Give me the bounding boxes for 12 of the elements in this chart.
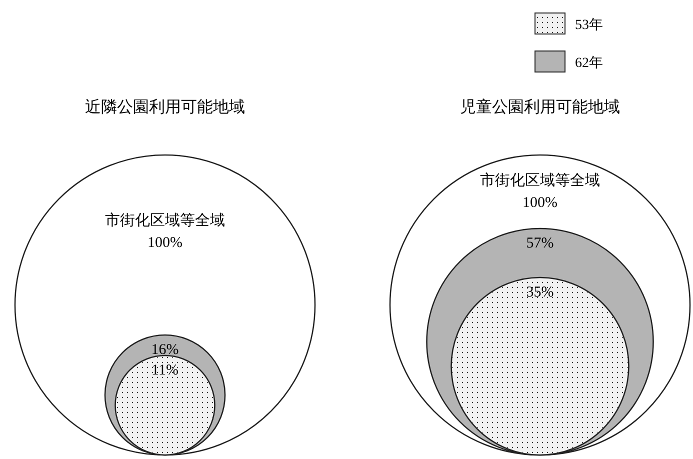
category-label: 近隣公園利用可能地域 [85, 98, 245, 116]
legend-label: 53年 [575, 17, 603, 33]
data-label: 16% [151, 342, 179, 358]
legend-label: 62年 [575, 55, 603, 71]
data-label: 100% [522, 195, 558, 211]
text: 市街化区域等全域 [105, 212, 225, 229]
data-label: 100% [148, 235, 182, 251]
text: 市街化区域等全域 [480, 172, 600, 189]
data-label: 57% [526, 236, 554, 252]
data-label: 35% [526, 284, 554, 301]
data-label: 11% [152, 362, 178, 378]
category-label: 児童公園利用可能地域 [460, 98, 620, 116]
